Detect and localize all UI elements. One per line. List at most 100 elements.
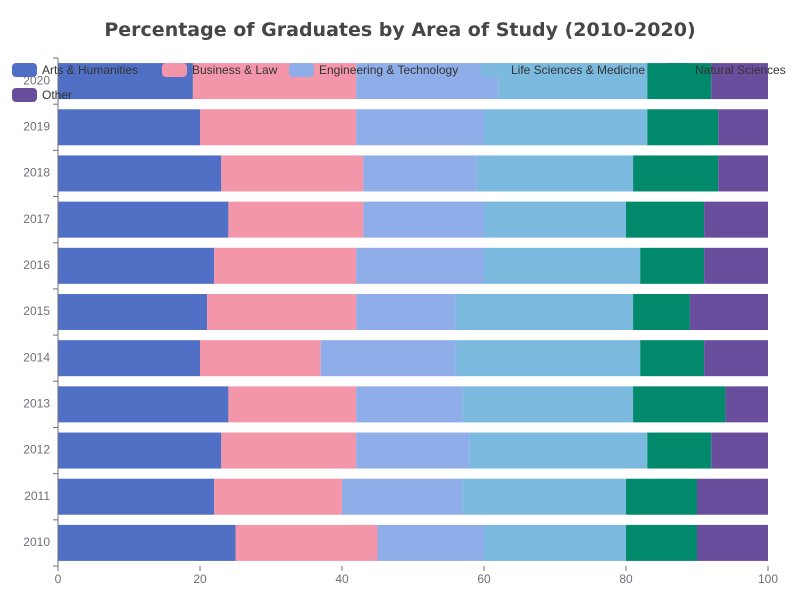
bar-segment-2014-engineering-technology[interactable]: [320, 340, 456, 377]
bar-segment-2010-other[interactable]: [697, 524, 768, 561]
legend-item-arts-humanities[interactable]: Arts & Humanities: [12, 63, 138, 77]
legend-label: Arts & Humanities: [42, 63, 139, 77]
bar-segment-2012-arts-humanities[interactable]: [58, 432, 222, 469]
bar-segment-2014-other[interactable]: [704, 340, 768, 377]
bar-segment-2019-arts-humanities[interactable]: [58, 109, 200, 146]
bar-segment-2018-other[interactable]: [718, 155, 768, 192]
bars-group: [58, 63, 768, 561]
y-tick-label: 2014: [23, 350, 50, 364]
legend-label: Life Sciences & Medicine: [511, 63, 646, 77]
bar-segment-2013-business-law[interactable]: [228, 386, 357, 423]
bar-segment-2017-life-sciences-medicine[interactable]: [484, 201, 626, 238]
bar-segment-2015-natural-sciences[interactable]: [633, 293, 690, 331]
bar-segment-2015-arts-humanities[interactable]: [58, 293, 208, 331]
bar-segment-2016-natural-sciences[interactable]: [640, 247, 705, 284]
y-tick-label: 2016: [23, 258, 50, 272]
bar-segment-2018-life-sciences-medicine[interactable]: [476, 155, 634, 192]
chart-title: Percentage of Graduates by Area of Study…: [104, 19, 696, 41]
bar-segment-2013-life-sciences-medicine[interactable]: [462, 386, 634, 423]
bar-segment-2011-life-sciences-medicine[interactable]: [462, 478, 626, 515]
bar-segment-2014-business-law[interactable]: [200, 340, 321, 377]
y-tick-label: 2012: [23, 443, 50, 457]
y-tick-label: 2010: [23, 535, 50, 549]
bar-segment-2015-engineering-technology[interactable]: [356, 293, 456, 331]
bar-segment-2017-other[interactable]: [704, 201, 768, 238]
bar-segment-2011-business-law[interactable]: [214, 478, 342, 515]
y-tick-label: 2015: [23, 304, 50, 318]
bar-segment-2011-natural-sciences[interactable]: [626, 478, 697, 515]
y-tick-label: 2011: [24, 489, 50, 503]
bar-segment-2012-engineering-technology[interactable]: [356, 432, 470, 469]
bar-segment-2016-life-sciences-medicine[interactable]: [484, 247, 641, 284]
bar-segment-2012-natural-sciences[interactable]: [647, 432, 712, 469]
bar-segment-2012-other[interactable]: [711, 432, 768, 469]
bar-segment-2017-arts-humanities[interactable]: [58, 201, 229, 238]
bar-segment-2020-life-sciences-medicine[interactable]: [498, 63, 648, 100]
legend-label: Other: [42, 88, 73, 102]
bar-segment-2018-business-law[interactable]: [221, 155, 364, 192]
bar-segment-2018-arts-humanities[interactable]: [58, 155, 222, 192]
bar-segment-2014-natural-sciences[interactable]: [640, 340, 705, 377]
legend-swatch: [12, 63, 37, 77]
bar-segment-2016-business-law[interactable]: [214, 247, 357, 284]
bar-segment-2020-other[interactable]: [711, 63, 768, 100]
x-tick-label: 80: [619, 572, 633, 586]
legend-item-life-sciences-medicine[interactable]: Life Sciences & Medicine: [481, 63, 645, 77]
bar-segment-2017-business-law[interactable]: [228, 201, 364, 238]
bar-segment-2012-business-law[interactable]: [221, 432, 357, 469]
bar-segment-2020-business-law[interactable]: [192, 63, 357, 100]
legend-label: Engineering & Technology: [319, 63, 459, 77]
y-tick-label: 2019: [23, 119, 50, 133]
bar-segment-2017-natural-sciences[interactable]: [626, 201, 705, 238]
bar-segment-2013-other[interactable]: [725, 386, 768, 423]
bar-segment-2010-arts-humanities[interactable]: [58, 524, 236, 561]
bar-segment-2011-other[interactable]: [697, 478, 768, 515]
legend-swatch: [481, 63, 506, 77]
bar-segment-2010-natural-sciences[interactable]: [626, 524, 697, 561]
legend-swatch: [162, 63, 187, 77]
bar-segment-2019-business-law[interactable]: [200, 109, 357, 146]
legend-swatch: [12, 88, 37, 102]
bar-segment-2019-engineering-technology[interactable]: [356, 109, 484, 146]
bar-segment-2014-arts-humanities[interactable]: [58, 340, 200, 377]
bar-segment-2011-engineering-technology[interactable]: [342, 478, 463, 515]
axes-group: 2010 2011 2012 2013 2014 2015 2016 2017 2018 2019…: [23, 57, 778, 586]
legend-item-engineering-technology[interactable]: Engineering & Technology: [289, 63, 458, 77]
bar-segment-2018-natural-sciences[interactable]: [633, 155, 719, 192]
bar-segment-2016-arts-humanities[interactable]: [58, 247, 215, 284]
bar-segment-2016-other[interactable]: [704, 247, 768, 284]
bar-segment-2011-arts-humanities[interactable]: [58, 478, 215, 515]
legend-item-natural-sciences[interactable]: Natural Sciences: [665, 63, 786, 77]
legend-item-other[interactable]: Other: [12, 88, 72, 102]
bar-segment-2018-engineering-technology[interactable]: [363, 155, 477, 192]
bar-segment-2016-engineering-technology[interactable]: [356, 247, 484, 284]
bar-segment-2015-business-law[interactable]: [207, 293, 357, 331]
bar-segment-2013-natural-sciences[interactable]: [633, 386, 726, 423]
bar-segment-2017-engineering-technology[interactable]: [363, 201, 484, 238]
bar-segment-2013-arts-humanities[interactable]: [58, 386, 229, 423]
bar-segment-2015-life-sciences-medicine[interactable]: [455, 293, 634, 331]
legend-label: Natural Sciences: [695, 63, 786, 77]
x-tick-label: 20: [193, 572, 207, 586]
bar-segment-2019-other[interactable]: [718, 109, 768, 146]
bar-segment-2014-life-sciences-medicine[interactable]: [455, 340, 641, 377]
bar-segment-2010-engineering-technology[interactable]: [377, 524, 485, 561]
y-tick-label: 2017: [23, 212, 50, 226]
y-tick-label: 2018: [23, 166, 50, 180]
bar-segment-2012-life-sciences-medicine[interactable]: [469, 432, 648, 469]
bar-segment-2013-engineering-technology[interactable]: [356, 386, 463, 423]
bar-segment-2019-natural-sciences[interactable]: [647, 109, 719, 146]
bar-segment-2010-life-sciences-medicine[interactable]: [484, 524, 626, 561]
x-tick-label: 0: [55, 572, 62, 586]
legend-swatch: [289, 63, 314, 77]
bar-segment-2020-engineering-technology[interactable]: [356, 63, 499, 100]
bar-segment-2019-life-sciences-medicine[interactable]: [484, 109, 648, 146]
bar-segment-2010-business-law[interactable]: [235, 524, 378, 561]
x-tick-label: 60: [477, 572, 491, 586]
legend-swatch: [665, 63, 690, 77]
legend-item-business-law[interactable]: Business & Law: [162, 63, 277, 77]
x-tick-label: 40: [335, 572, 349, 586]
legend-label: Business & Law: [192, 63, 278, 77]
bar-segment-2015-other[interactable]: [689, 293, 768, 331]
